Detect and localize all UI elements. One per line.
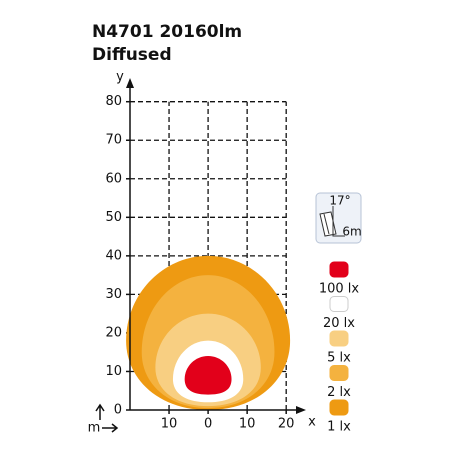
icon-lamp [319, 211, 337, 237]
legend-swatch [329, 365, 349, 381]
legend-swatch [329, 296, 349, 312]
unit-arrows [95, 403, 119, 433]
legend-label: 5 lx [327, 351, 351, 366]
x-tick-label: 10 [161, 417, 178, 432]
icon-distance: 6m [342, 225, 361, 239]
legend-swatch [329, 330, 349, 347]
y-tick-label: 0 [114, 403, 122, 418]
legend-label: 2 lx [327, 385, 351, 400]
x-arrow [296, 406, 306, 414]
y-tick-label: 30 [105, 287, 122, 302]
y-axis-label: y [116, 70, 124, 85]
y-tick-label: 60 [105, 171, 122, 186]
beam-icon: 17° 6m [315, 192, 362, 244]
legend-label: 20 lx [323, 316, 355, 331]
y-tick-label: 70 [105, 133, 122, 148]
unit-label: m [88, 421, 101, 436]
x-tick-label: 10 [239, 417, 256, 432]
x-tick-label: 20 [278, 417, 295, 432]
isolux-zone [184, 356, 232, 395]
legend-swatch [329, 261, 349, 278]
y-tick-label: 40 [105, 248, 122, 263]
y-tick-label: 50 [105, 210, 122, 225]
icon-lines [323, 206, 345, 237]
zones [126, 255, 291, 410]
x-tick-label: 0 [204, 417, 212, 432]
y-arrow [126, 78, 134, 88]
legend: 100 lx 20 lx 5 lx 2 lx 1 lx [319, 261, 360, 435]
x-axis-label: x [308, 415, 316, 430]
icon-angle: 17° [329, 194, 350, 208]
y-tick-label: 80 [105, 94, 122, 109]
chart-title: N4701 20160lm [92, 22, 242, 42]
y-tick-label: 20 [105, 325, 122, 340]
axes: y x m [88, 70, 316, 436]
chart-subtitle: Diffused [92, 45, 172, 65]
legend-label: 1 lx [327, 420, 351, 435]
y-tick-label: 10 [105, 364, 122, 379]
legend-label: 100 lx [319, 282, 360, 297]
legend-swatch [329, 399, 349, 416]
